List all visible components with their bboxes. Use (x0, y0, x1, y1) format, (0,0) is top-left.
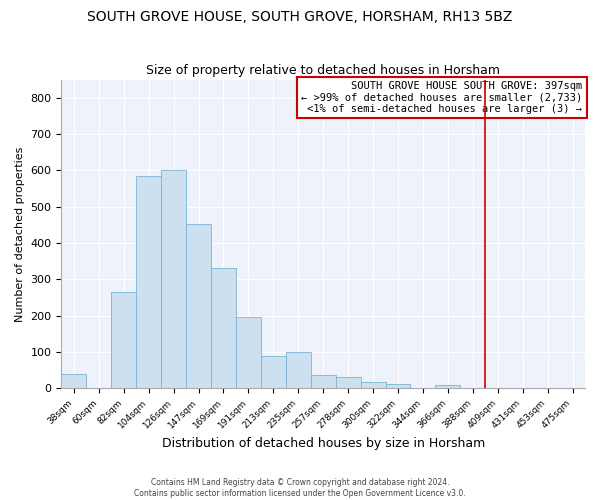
Bar (386, 384, 410, 388)
Bar (261, 356, 286, 388)
Bar (335, 376, 361, 388)
Text: Contains HM Land Registry data © Crown copyright and database right 2024.
Contai: Contains HM Land Registry data © Crown c… (134, 478, 466, 498)
Bar (236, 317, 261, 388)
Bar (361, 382, 386, 388)
X-axis label: Distribution of detached houses by size in Horsham: Distribution of detached houses by size … (161, 437, 485, 450)
Bar (436, 384, 460, 388)
Bar (161, 170, 186, 388)
Bar (186, 224, 211, 388)
Bar (111, 292, 136, 388)
Y-axis label: Number of detached properties: Number of detached properties (15, 146, 25, 322)
Title: Size of property relative to detached houses in Horsham: Size of property relative to detached ho… (146, 64, 500, 77)
Bar (211, 268, 236, 388)
Bar (286, 352, 311, 388)
Text: SOUTH GROVE HOUSE SOUTH GROVE: 397sqm
← >99% of detached houses are smaller (2,7: SOUTH GROVE HOUSE SOUTH GROVE: 397sqm ← … (301, 81, 583, 114)
Text: SOUTH GROVE HOUSE, SOUTH GROVE, HORSHAM, RH13 5BZ: SOUTH GROVE HOUSE, SOUTH GROVE, HORSHAM,… (88, 10, 512, 24)
Bar (136, 176, 161, 388)
Bar (61, 374, 86, 388)
Bar (311, 375, 335, 388)
